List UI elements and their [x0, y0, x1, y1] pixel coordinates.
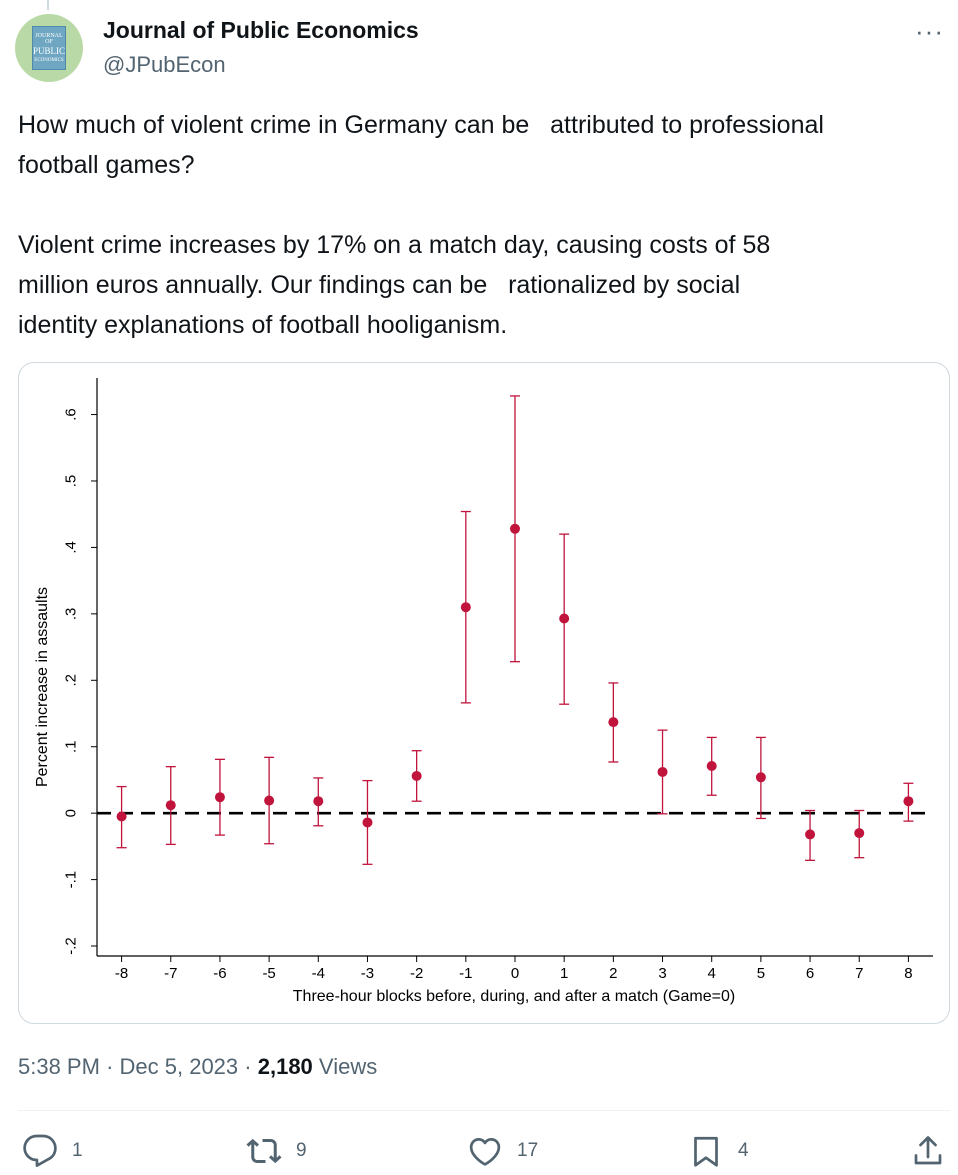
y-tick-label: .2	[63, 674, 80, 687]
tweet-meta: 5:38 PM · Dec 5, 2023 · 2,180 Views	[18, 1054, 377, 1080]
x-tick-label: -8	[115, 965, 128, 982]
action-bar: 1 9 17 4	[18, 1133, 950, 1173]
heart-icon	[469, 1138, 501, 1166]
thread-connector-line	[47, 0, 49, 10]
tweet-media-chart[interactable]: -.2 -.1 0 .1 .2 .3 .4 .5 .6 -8 -7 -6 -5 -4 -3 -2 -1 0 1 2 3 4…	[18, 362, 950, 1024]
data-point	[854, 828, 865, 839]
x-tick-label: 6	[806, 965, 814, 982]
tweet-date[interactable]: Dec 5, 2023	[119, 1054, 239, 1079]
tweet-time[interactable]: 5:38 PM	[18, 1054, 100, 1079]
views-count: 2,180	[257, 1054, 313, 1079]
data-point	[510, 523, 520, 534]
bookmark-count: 4	[738, 1140, 749, 1161]
x-tick-label: -4	[312, 965, 325, 982]
share-icon	[914, 1136, 942, 1165]
data-point	[362, 817, 373, 828]
x-tick-label: -1	[459, 965, 472, 982]
retweet-count: 9	[296, 1140, 307, 1161]
y-tick-label: -.2	[63, 937, 80, 955]
author-name[interactable]: Journal of Public Economics	[103, 17, 419, 43]
reply-button[interactable]: 1	[22, 1133, 83, 1169]
y-tick-label: .1	[63, 740, 80, 753]
tweet-text: How much of violent crime in Germany can…	[18, 111, 824, 339]
share-button[interactable]	[910, 1133, 946, 1169]
journal-logo: JOURNAL OF PUBLIC ECONOMICS	[32, 26, 66, 70]
x-tick-label: 8	[904, 965, 912, 982]
y-tick-label: .6	[63, 408, 80, 421]
x-tick-label: -5	[262, 965, 275, 982]
data-point	[657, 766, 668, 777]
data-point	[313, 796, 324, 807]
x-tick-label: -3	[361, 965, 374, 982]
x-tick-label: 5	[757, 965, 765, 982]
views-label: Views	[318, 1054, 378, 1079]
x-tick-label: -7	[164, 965, 177, 982]
x-tick-label: 4	[708, 965, 716, 982]
x-tick-label: 3	[658, 965, 666, 982]
data-point	[214, 792, 225, 803]
y-tick-label: .4	[63, 541, 80, 554]
divider	[18, 1110, 950, 1111]
x-tick-label: 7	[855, 965, 863, 982]
meta-separator: ·	[244, 1054, 252, 1079]
data-point	[903, 796, 914, 807]
data-point	[264, 795, 275, 806]
author-avatar[interactable]: JOURNAL OF PUBLIC ECONOMICS	[15, 14, 83, 82]
data-point	[116, 811, 127, 822]
y-tick-label: -.1	[63, 871, 80, 889]
author-handle[interactable]: @JPubEcon	[103, 52, 226, 77]
data-point	[165, 800, 176, 811]
like-button[interactable]: 17	[467, 1133, 538, 1169]
retweet-button[interactable]: 9	[246, 1133, 307, 1169]
data-point	[706, 760, 717, 771]
data-point	[411, 770, 422, 781]
x-axis-title: Three-hour blocks before, during, and af…	[293, 988, 735, 1005]
x-tick-label: -2	[410, 965, 423, 982]
data-point	[608, 717, 619, 728]
x-tick-label: 2	[609, 965, 617, 982]
more-options-icon[interactable]: ···	[915, 16, 944, 46]
retweet-icon	[246, 1138, 282, 1164]
x-tick-label: -6	[213, 965, 226, 982]
data-point	[460, 602, 471, 613]
meta-separator: ·	[106, 1054, 114, 1079]
chart-svg: -.2 -.1 0 .1 .2 .3 .4 .5 .6 -8 -7 -6 -5 -4 -3 -2 -1 0 1 2 3 4…	[34, 378, 933, 1005]
data-point	[755, 772, 766, 783]
x-tick-label: 0	[511, 965, 519, 982]
reply-icon	[23, 1134, 57, 1167]
bookmark-icon	[694, 1136, 718, 1167]
y-tick-label: .3	[63, 608, 80, 621]
y-tick-label: .5	[63, 475, 80, 488]
y-tick-label: 0	[63, 809, 80, 817]
reply-count: 1	[72, 1140, 83, 1161]
like-count: 17	[517, 1140, 539, 1161]
y-axis-title: Percent increase in assaults	[34, 587, 51, 787]
bookmark-button[interactable]: 4	[688, 1133, 749, 1169]
data-point	[805, 829, 816, 840]
data-point	[559, 613, 570, 624]
x-tick-label: 1	[560, 965, 568, 982]
